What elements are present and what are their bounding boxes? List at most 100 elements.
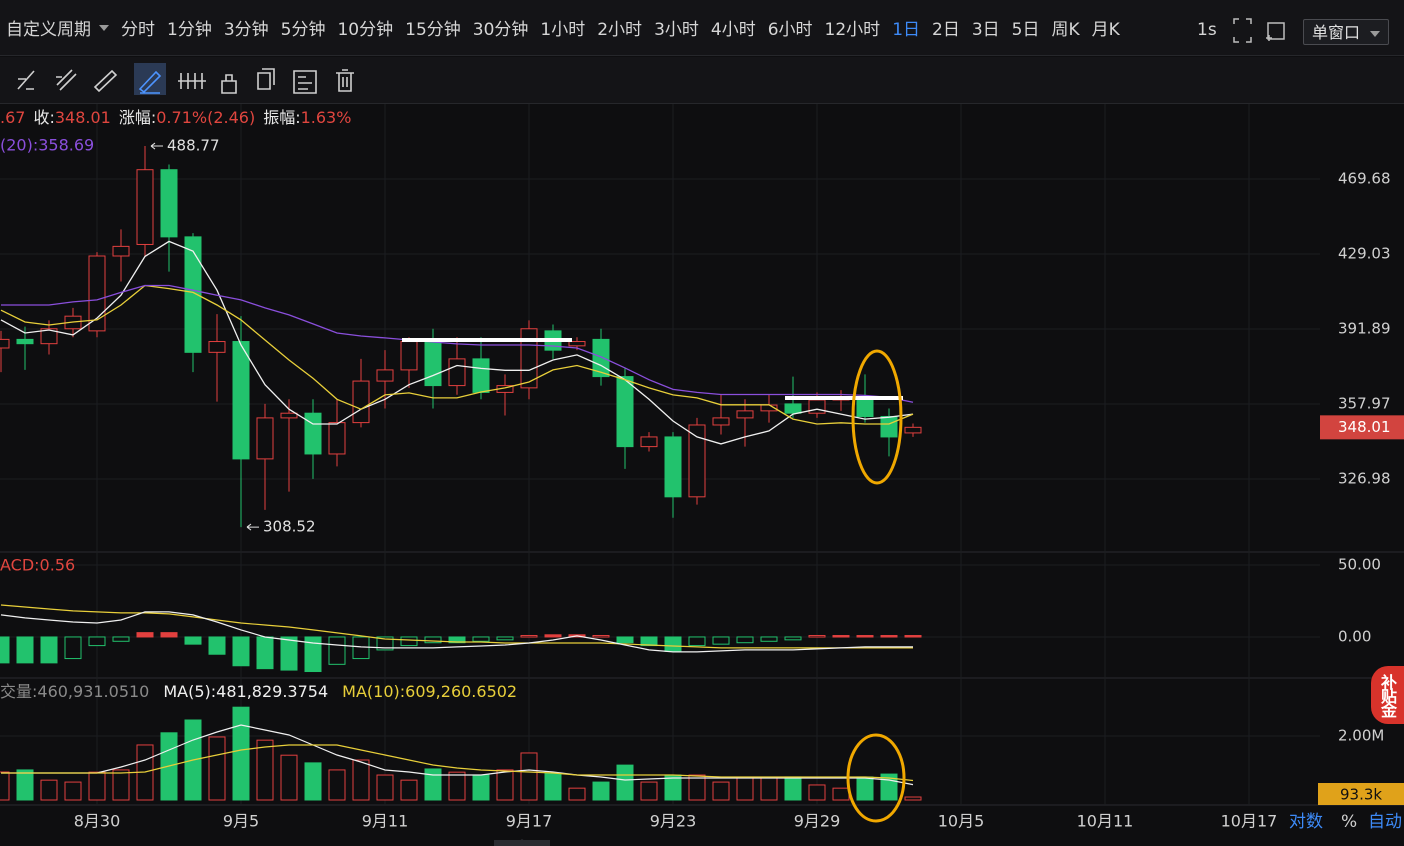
macd-bar	[616, 636, 634, 644]
x-tick-label: 9月5	[223, 812, 259, 831]
tool-channel[interactable]	[56, 69, 77, 91]
period-button[interactable]: 2日	[932, 20, 960, 40]
last-volume-label: 93.3k	[1340, 786, 1382, 804]
volume-bar	[712, 781, 730, 801]
macd-bar	[112, 636, 130, 642]
y-tick-label: 50.00	[1338, 555, 1381, 573]
period-button[interactable]: 自定义周期	[6, 20, 91, 40]
scale-option[interactable]: 对数	[1289, 812, 1323, 832]
interval-button[interactable]: 1s	[1197, 20, 1217, 40]
last-price-tag	[1320, 415, 1404, 440]
macd-bar	[784, 636, 802, 641]
volume-bar	[424, 768, 442, 801]
moving-average-line	[0, 240, 914, 445]
period-button[interactable]: 3分钟	[223, 20, 269, 40]
period-button[interactable]: 3日	[971, 20, 1000, 40]
period-button[interactable]: 4小时	[710, 20, 756, 40]
volume-bar	[448, 771, 466, 801]
candle-body	[208, 341, 226, 353]
extreme-label: 488.77	[167, 137, 220, 155]
drawing-tools	[17, 63, 354, 95]
period-button[interactable]: 1分钟	[167, 20, 212, 40]
macd-bar	[0, 636, 10, 664]
tool-pen[interactable]	[138, 70, 162, 94]
period-button[interactable]: 10分钟	[337, 20, 394, 40]
y-tick-label: 429.03	[1338, 245, 1391, 263]
macd-bar	[376, 636, 394, 651]
tool-lock[interactable]	[221, 74, 237, 94]
period-button[interactable]: 月K	[1091, 20, 1120, 40]
x-tick-label: 9月11	[362, 812, 409, 831]
drawn-ellipse	[851, 349, 903, 485]
macd-bar	[664, 636, 682, 652]
volume-bar	[496, 769, 514, 801]
volume-bar	[904, 796, 922, 801]
macd-bar	[400, 636, 418, 647]
volume-ma-line	[1, 724, 914, 786]
volume-bar	[40, 779, 58, 801]
moving-average-line	[0, 284, 914, 425]
macd-bar	[208, 636, 226, 655]
volume-bar	[592, 781, 610, 801]
tool-line[interactable]	[17, 70, 35, 90]
volume-bar	[232, 706, 250, 801]
volume-bar	[0, 771, 10, 801]
period-button[interactable]: 1小时	[540, 20, 586, 40]
macd-bar	[856, 635, 874, 638]
moving-average-line	[1, 284, 914, 403]
period-toolbar: 自定义周期 分时 1分钟 3分钟 5分钟 10分钟 15分钟 30分钟 1小时 2小时 3小时 4小时…	[0, 0, 1404, 56]
macd-bar	[16, 636, 34, 664]
period-button[interactable]: 分时	[121, 20, 155, 40]
period-button[interactable]: 12小时	[824, 20, 881, 40]
scale-option[interactable]: 自动	[1368, 812, 1402, 832]
x-tick-label: 10月5	[938, 812, 985, 831]
subsidy-badge[interactable]: 补贴金	[1371, 666, 1404, 724]
extreme-arrow	[150, 142, 163, 150]
period-button[interactable]: 6小时	[767, 20, 813, 40]
candle-body	[808, 399, 826, 414]
candle-body	[232, 341, 250, 460]
period-button[interactable]: 30分钟	[472, 20, 529, 40]
candle-body	[112, 245, 130, 257]
volume-bar	[688, 774, 706, 801]
x-tick-label: 8月30	[74, 812, 121, 831]
period-button[interactable]: 5日	[1011, 20, 1040, 40]
period-list: 自定义周期 分时 1分钟 3分钟 5分钟 10分钟 15分钟 30分钟 1小时 2小时 3小时 4小时…	[6, 15, 1132, 40]
period-button[interactable]: 1日	[892, 20, 921, 40]
tool-ruler[interactable]	[93, 69, 118, 93]
candle-body	[304, 412, 322, 455]
volume-bar	[520, 752, 538, 801]
window-mode-select[interactable]: 单窗口	[1303, 19, 1389, 45]
candle-body	[712, 417, 730, 426]
macd-bar	[736, 636, 754, 644]
y-tick-label: 326.98	[1338, 469, 1391, 487]
period-button[interactable]: 15分钟	[405, 20, 461, 40]
extreme-label: 308.52	[263, 518, 316, 536]
tool-settings[interactable]	[293, 70, 317, 94]
volume-bar	[400, 779, 418, 801]
macd-bar	[280, 636, 298, 671]
macd-bar	[136, 632, 154, 638]
tool-bars[interactable]	[178, 73, 206, 89]
period-button[interactable]: 2小时	[597, 20, 643, 40]
x-tick-label: 10月11	[1077, 812, 1134, 831]
tool-delete[interactable]	[336, 69, 354, 92]
volume-bar	[640, 781, 658, 801]
volume-bar	[112, 769, 130, 801]
volume-bar	[256, 739, 274, 801]
candle-body	[184, 236, 202, 353]
period-button[interactable]: 5分钟	[280, 20, 326, 40]
volume-title: 交量:460,931.0510	[0, 682, 149, 701]
period-button[interactable]: 周K	[1051, 20, 1080, 40]
tool-layers[interactable]	[257, 68, 275, 90]
y-tick-label: 391.89	[1338, 319, 1391, 337]
scale-option[interactable]: %	[1341, 812, 1357, 832]
candle-body	[736, 410, 754, 419]
candle-body	[40, 328, 58, 345]
drawing-toolbar	[0, 57, 1404, 104]
last-volume-tag	[1318, 783, 1404, 805]
volume-bar	[304, 762, 322, 801]
period-button[interactable]: 3小时	[654, 20, 699, 40]
candle-body	[880, 415, 898, 438]
